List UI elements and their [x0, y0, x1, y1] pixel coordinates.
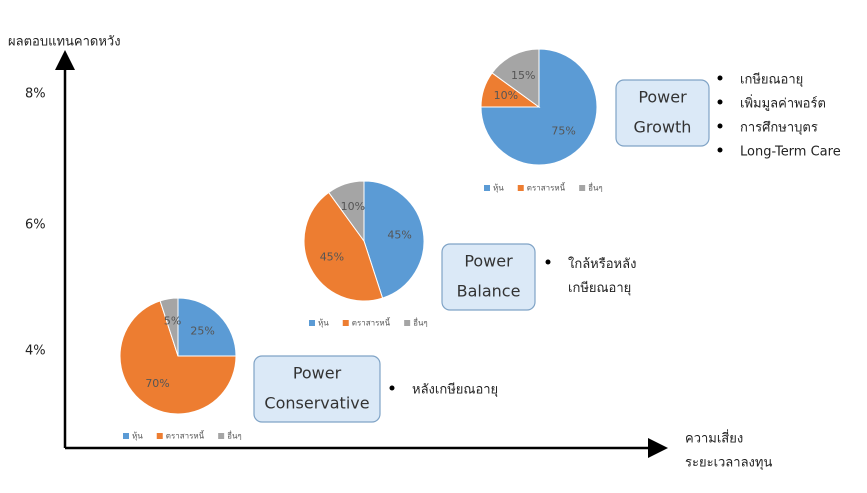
legend-swatch — [484, 185, 490, 191]
legend-swatch — [342, 320, 349, 326]
legend-swatch — [156, 433, 163, 439]
note: Long-Term Care — [740, 145, 841, 160]
slice-label: 75% — [551, 125, 575, 138]
legend-swatch — [218, 433, 225, 439]
portfolio-name: Growth — [634, 118, 692, 137]
bullet — [389, 385, 395, 391]
pie-slice — [491, 48, 540, 108]
legend-label: หุ้น — [318, 319, 329, 328]
pie-slice — [363, 180, 425, 299]
bullet — [717, 147, 723, 153]
y-axis-label: ผลตอบแทนคาดหวัง — [8, 35, 121, 50]
legend-label: หุ้น — [493, 184, 504, 193]
pie-slice — [177, 297, 237, 357]
legend-swatch — [517, 185, 524, 191]
slice-label: 10% — [341, 200, 365, 213]
legend-label: ตราสารหนี้ — [352, 317, 391, 328]
slice-label: 15% — [511, 69, 535, 82]
legend-swatch — [404, 320, 411, 326]
portfolio-box — [253, 355, 381, 423]
y-label: 6% — [25, 218, 46, 233]
pie-slice — [303, 191, 384, 302]
portfolio-name: Power — [464, 252, 513, 271]
slice-label: 70% — [145, 377, 169, 390]
bullet — [717, 123, 723, 129]
note: เกษียณอายุ — [740, 72, 803, 88]
pie-slice — [328, 180, 365, 243]
slice-label: 45% — [387, 228, 411, 241]
portfolio-box — [441, 243, 536, 311]
portfolio-name: Balance — [457, 282, 521, 301]
legend-label: อื่นๆ — [413, 317, 428, 328]
bullet — [717, 75, 723, 81]
slice-label: 25% — [190, 324, 214, 337]
pie-slice — [480, 48, 598, 166]
x-axis-label: ระยะเวลาลงทุน — [685, 456, 772, 471]
note: เพิ่มมูลค่าพอร์ต — [740, 95, 826, 112]
note: หลังเกษียณอายุ — [412, 382, 498, 398]
slice-label: 45% — [320, 250, 344, 263]
note: ใกล้หรือหลังเกษียณอายุ — [568, 256, 636, 296]
legend-swatch — [309, 320, 315, 326]
legend-swatch — [579, 185, 586, 191]
portfolio-box — [615, 79, 710, 147]
legend-label: ตราสารหนี้ — [527, 182, 566, 193]
legend-label: อื่นๆ — [588, 182, 603, 193]
slice-label: 10% — [494, 89, 518, 102]
pie-slice — [119, 300, 237, 415]
y-label: 4% — [25, 344, 46, 359]
pie-slice — [159, 297, 179, 357]
bullet — [545, 259, 551, 265]
legend-swatch — [123, 433, 129, 439]
portfolio-name: Power — [638, 88, 687, 107]
note: การศึกษาบุตร — [740, 121, 818, 136]
slice-label: 5% — [164, 315, 181, 328]
legend-label: ตราสารหนี้ — [166, 430, 205, 441]
portfolio-name: Conservative — [264, 394, 369, 413]
bullet — [717, 99, 723, 105]
legend-label: หุ้น — [132, 432, 143, 441]
portfolio-name: Power — [293, 364, 342, 383]
x-axis-label: ความเสี่ยง — [685, 430, 743, 447]
legend-label: อื่นๆ — [227, 430, 242, 441]
y-label: 8% — [25, 87, 46, 102]
